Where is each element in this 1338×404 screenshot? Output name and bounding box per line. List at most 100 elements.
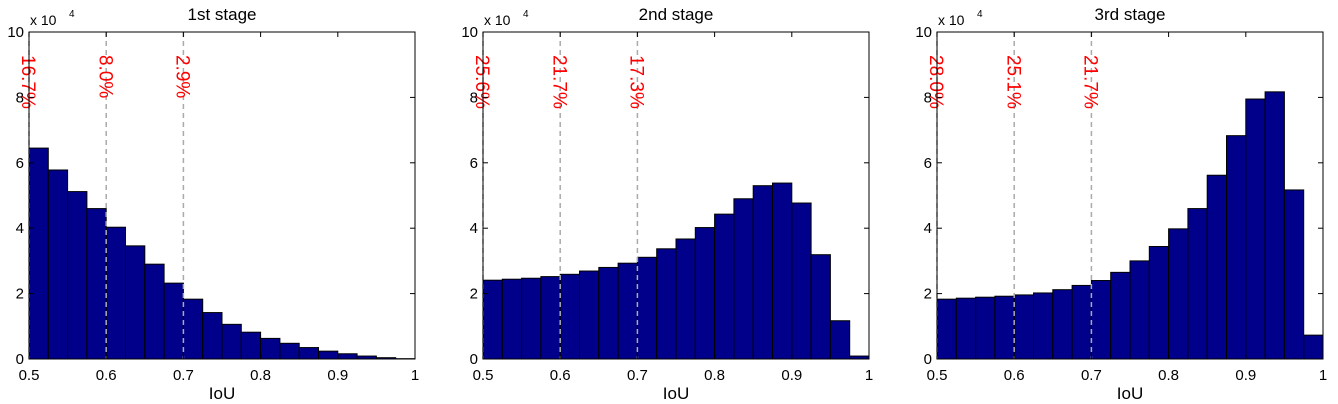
y-exponent-label: x 10 xyxy=(484,12,511,28)
x-tick-label: 0.6 xyxy=(96,367,117,384)
histogram-bar xyxy=(1129,260,1150,360)
histogram-bar xyxy=(675,238,696,360)
histogram-bar xyxy=(1148,246,1170,360)
histogram-bar xyxy=(1071,284,1092,360)
x-tick-label: 0.9 xyxy=(327,367,348,384)
y-tick-label: 0 xyxy=(924,351,932,368)
histogram-bar xyxy=(337,353,358,360)
histogram-bar xyxy=(772,182,793,360)
chart-title: 2nd stage xyxy=(639,5,714,24)
threshold-percent-label: 28.0% xyxy=(925,55,946,109)
histogram-bar xyxy=(318,350,339,360)
threshold-percent-label: 21.7% xyxy=(1080,55,1101,109)
histogram-bar xyxy=(28,147,49,360)
y-tick-label: 4 xyxy=(470,220,478,237)
x-tick-label: 1 xyxy=(1319,367,1327,384)
histogram-bar xyxy=(1090,280,1112,360)
histogram-bar xyxy=(105,226,126,360)
histogram-bar xyxy=(559,273,581,360)
x-axis-label: IoU xyxy=(663,384,689,403)
histogram-bar xyxy=(617,262,638,360)
x-tick-label: 0.7 xyxy=(173,367,194,384)
histogram-bar xyxy=(994,295,1015,360)
y-tick-label: 6 xyxy=(924,155,932,172)
y-exponent-power: 4 xyxy=(523,9,529,20)
histogram-bar xyxy=(260,337,281,360)
x-tick-label: 0.6 xyxy=(550,367,571,384)
y-tick-label: 6 xyxy=(16,155,24,172)
histogram-bar xyxy=(47,169,69,360)
histogram-bar xyxy=(1168,228,1189,360)
histogram-bar xyxy=(540,276,561,360)
x-tick-label: 0.5 xyxy=(19,367,40,384)
histogram-bar xyxy=(144,263,165,360)
histogram-bar xyxy=(1264,91,1285,360)
y-tick-label: 0 xyxy=(16,351,24,368)
y-tick-label: 0 xyxy=(470,351,478,368)
histogram-bar xyxy=(733,198,754,360)
histogram-bar xyxy=(1283,189,1305,360)
histogram-bar xyxy=(955,297,977,360)
chart-title: 1st stage xyxy=(188,5,257,24)
histogram-bar xyxy=(182,298,204,360)
y-tick-label: 8 xyxy=(16,89,24,106)
y-tick-label: 10 xyxy=(915,24,932,41)
histogram-bar xyxy=(298,347,320,360)
chart-panel-2: 25.6% 21.7% 17.3%0.5 0.6 0.7 0.8 0.9 10246810x … xyxy=(461,5,873,403)
histogram-bar xyxy=(829,320,851,360)
histogram-bar xyxy=(521,277,542,360)
x-tick-label: 1 xyxy=(865,367,873,384)
x-axis-label: IoU xyxy=(1117,384,1143,403)
histogram-bar xyxy=(1245,98,1266,360)
histogram-bar xyxy=(714,213,735,360)
histogram-bar xyxy=(163,282,184,360)
histogram-bar xyxy=(1052,289,1073,360)
threshold-percent-label: 2.9% xyxy=(172,55,193,98)
histogram-bar xyxy=(656,248,677,360)
histogram-bar xyxy=(1110,271,1131,360)
x-tick-label: 0.7 xyxy=(1081,367,1102,384)
chart-panel-3: 28.0% 25.1% 21.7%0.5 0.6 0.7 0.8 0.9 10246810x … xyxy=(915,5,1327,403)
histogram-bar xyxy=(975,296,996,360)
histogram-bar xyxy=(221,323,242,360)
axes-frame xyxy=(936,31,1324,360)
histogram-bar xyxy=(86,208,107,360)
axes-frame xyxy=(482,31,870,360)
y-tick-label: 8 xyxy=(470,89,478,106)
y-tick-label: 10 xyxy=(7,24,24,41)
histogram-bar xyxy=(1206,174,1227,360)
y-exponent-power: 4 xyxy=(69,9,75,20)
histogram-bar xyxy=(1033,292,1054,360)
threshold-percent-label: 16.7% xyxy=(17,55,38,109)
y-tick-label: 2 xyxy=(16,286,24,303)
x-tick-label: 0.7 xyxy=(627,367,648,384)
x-tick-label: 0.9 xyxy=(781,367,802,384)
y-exponent-label: x 10 xyxy=(30,12,57,28)
y-tick-label: 2 xyxy=(924,286,932,303)
threshold-percent-label: 25.6% xyxy=(471,55,492,109)
x-tick-label: 0.8 xyxy=(704,367,725,384)
y-exponent-label: x 10 xyxy=(938,12,965,28)
x-tick-label: 0.5 xyxy=(927,367,948,384)
x-tick-label: 0.8 xyxy=(250,367,271,384)
histogram-bar xyxy=(791,202,812,360)
x-tick-label: 0.8 xyxy=(1158,367,1179,384)
x-axis-label: IoU xyxy=(209,384,235,403)
histogram-bar xyxy=(636,256,658,360)
x-tick-label: 0.9 xyxy=(1235,367,1256,384)
y-tick-label: 4 xyxy=(16,220,24,237)
histogram-bar xyxy=(202,312,223,360)
chart-title: 3rd stage xyxy=(1095,5,1166,24)
histogram-bar xyxy=(501,278,523,360)
histogram-bar xyxy=(752,185,774,360)
histogram-bar xyxy=(240,331,262,360)
histogram-bar xyxy=(1226,135,1247,360)
x-tick-label: 0.6 xyxy=(1004,367,1025,384)
histogram-bar xyxy=(1187,208,1208,360)
histogram-bar xyxy=(125,245,146,360)
y-tick-label: 10 xyxy=(461,24,478,41)
histogram-bar xyxy=(579,270,600,360)
histogram-bar xyxy=(598,266,619,360)
histogram-bar xyxy=(67,191,88,360)
